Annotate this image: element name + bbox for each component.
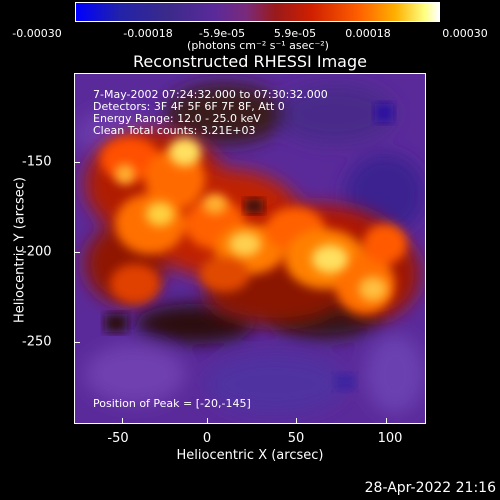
plot-title: Reconstructed RHESSI Image — [133, 52, 367, 71]
x-tick-label: 0 — [202, 431, 212, 446]
x-tick-mark — [207, 418, 208, 424]
y-tick-label: -250 — [22, 334, 52, 350]
x-tick-label: 50 — [287, 431, 305, 446]
y-tick-label: -150 — [22, 154, 52, 170]
colorbar-tick: 0.00030 — [442, 27, 488, 40]
colorbar-unit: (photons cm⁻² s⁻¹ asec⁻²) — [187, 39, 329, 52]
image-peak-layer — [115, 138, 387, 301]
x-tick-mark — [386, 418, 387, 424]
colorbar-tick: -5.9e-05 — [198, 27, 246, 40]
x-tick-mark — [122, 418, 123, 424]
heatmap-image — [75, 74, 425, 423]
colorbar-tick: 0.00018 — [345, 27, 391, 40]
x-tick-label: -50 — [107, 431, 129, 446]
colorbar-tick: -0.00018 — [123, 27, 173, 40]
info-clean: Clean Total counts: 3.21E+03 — [93, 124, 256, 137]
colorbar-tick: -0.00030 — [12, 27, 62, 40]
y-tick-label: -200 — [22, 244, 52, 260]
y-tick-mark — [74, 252, 80, 253]
y-axis-label: Heliocentric Y (arcsec) — [12, 177, 28, 323]
info-detectors: Detectors: 3F 4F 5F 6F 7F 8F, Att 0 — [93, 100, 285, 113]
image-dark-spots — [105, 104, 393, 390]
info-time: 7-May-2002 07:24:32.000 to 07:30:32.000 — [93, 88, 328, 101]
y-tick-mark — [74, 342, 80, 343]
colorbar — [75, 2, 440, 22]
x-tick-label: 100 — [377, 431, 403, 446]
image-plot — [74, 73, 426, 424]
x-tick-mark — [296, 418, 297, 424]
info-energy: Energy Range: 12.0 - 25.0 keV — [93, 112, 261, 125]
info-peak: Position of Peak = [-20,-145] — [93, 397, 251, 410]
timestamp: 28-Apr-2022 21:16 — [364, 480, 496, 496]
x-axis-label: Heliocentric X (arcsec) — [176, 448, 324, 463]
y-tick-mark — [74, 162, 80, 163]
colorbar-tick: 5.9e-05 — [273, 27, 317, 40]
